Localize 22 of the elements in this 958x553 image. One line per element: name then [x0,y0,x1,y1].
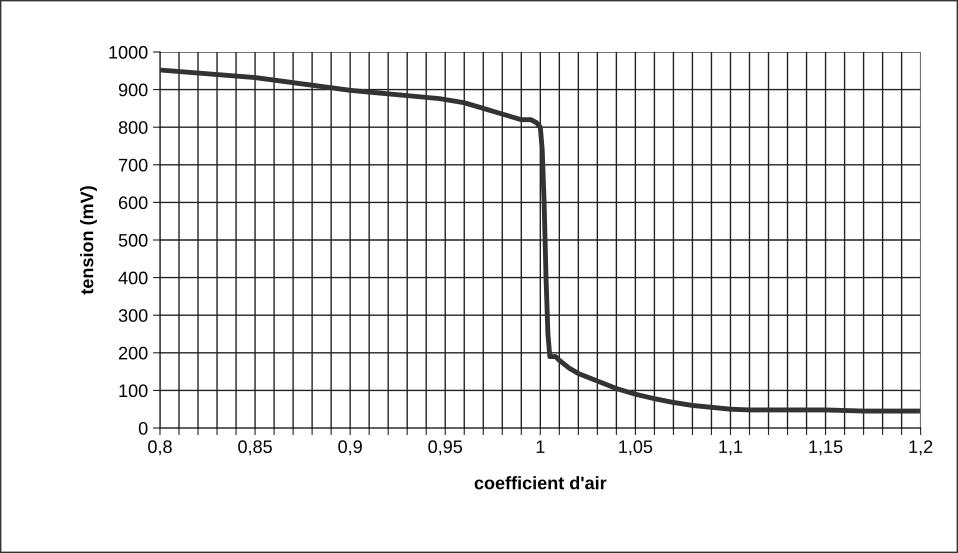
y-tick-label: 100 [119,384,148,398]
x-tick-label: 1,15 [809,440,842,456]
x-tick-label: 0,8 [148,440,172,456]
x-tick-label: 1 [536,440,544,453]
y-tick-label: 0 [138,422,148,435]
y-tick-label: 200 [118,346,148,360]
y-tick-label: 600 [118,196,148,210]
x-axis-title: coefficient d'air [474,476,606,490]
x-tick-label: 1,1 [719,440,742,456]
y-tick-label: 300 [118,309,148,322]
y-tick-label: 900 [118,84,148,96]
y-tick-label: 700 [118,158,148,172]
y-tick-label: 400 [118,272,148,284]
x-tick-label: 0,9 [338,440,362,456]
x-tick-label: 0,85 [238,440,272,456]
x-tick-label: 1,2 [909,440,932,456]
x-tick-label: 1,05 [619,440,652,456]
y-tick-label: 1000 [109,46,148,59]
x-tick-label: 0,95 [428,440,462,456]
y-tick-label: 800 [118,121,148,134]
y-axis-title: tension (mV) [80,186,97,294]
y-tick-label: 500 [118,234,148,247]
